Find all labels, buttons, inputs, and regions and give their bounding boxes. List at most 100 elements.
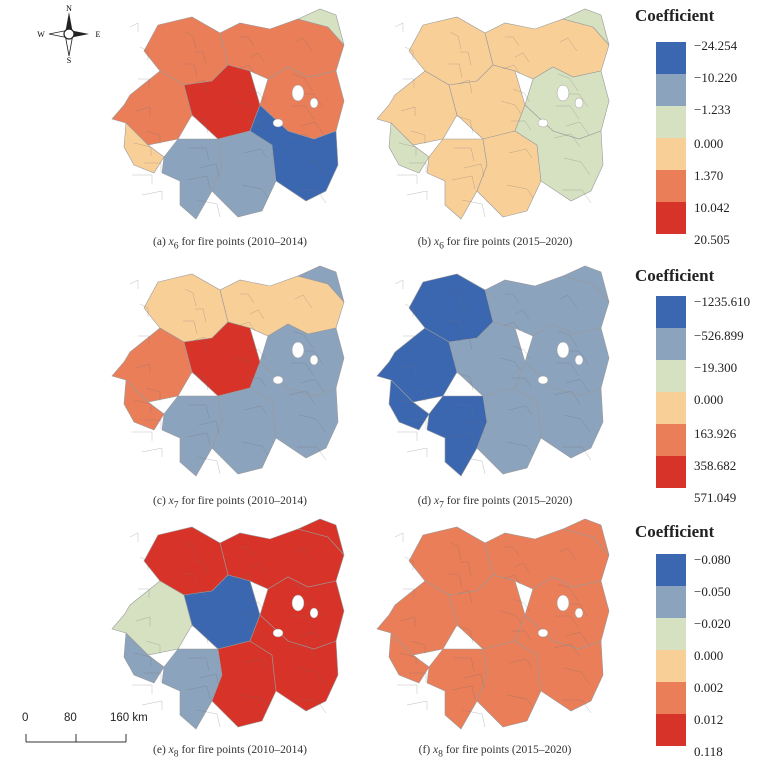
county-boundary bbox=[512, 88, 531, 103]
county-boundary bbox=[190, 625, 209, 644]
lake-area bbox=[574, 354, 584, 366]
county-boundary bbox=[563, 157, 591, 176]
region-far-west bbox=[388, 122, 430, 174]
county-boundary bbox=[500, 610, 522, 625]
choropleth-map bbox=[111, 265, 345, 477]
legend-swatch bbox=[656, 170, 686, 202]
compass-n: N bbox=[66, 4, 72, 13]
county-boundary bbox=[294, 294, 313, 309]
county-boundary bbox=[403, 588, 415, 598]
county-boundary bbox=[398, 399, 417, 413]
county-boundary bbox=[565, 378, 590, 393]
lake-area bbox=[556, 341, 570, 359]
county-boundary bbox=[502, 321, 521, 332]
county-boundary bbox=[400, 106, 416, 116]
county-boundary bbox=[449, 541, 462, 560]
region-south bbox=[211, 130, 277, 218]
county-boundary bbox=[506, 694, 534, 709]
region-far-west bbox=[388, 379, 430, 431]
county-boundary bbox=[144, 419, 162, 429]
county-boundary bbox=[189, 147, 210, 162]
county-boundary bbox=[508, 658, 533, 669]
region-south bbox=[211, 640, 277, 728]
legend-label: 0.002 bbox=[694, 680, 724, 695]
lake-area bbox=[537, 375, 549, 385]
choropleth-map bbox=[111, 8, 345, 220]
county-boundary bbox=[195, 308, 207, 323]
caption-a: (a) x6 for fire points (2010–2014) bbox=[153, 236, 307, 252]
county-boundary bbox=[297, 446, 327, 461]
county-boundary bbox=[145, 640, 161, 654]
county-boundary bbox=[409, 419, 427, 429]
county-boundary bbox=[292, 583, 314, 602]
county-boundary bbox=[144, 162, 162, 172]
legend-swatch bbox=[656, 360, 686, 392]
legend-colorbar bbox=[656, 42, 686, 234]
county-boundary bbox=[506, 184, 534, 199]
county-boundary bbox=[451, 685, 476, 700]
county-boundary bbox=[449, 288, 462, 307]
lake-area bbox=[272, 118, 284, 128]
compass-w: W bbox=[37, 30, 45, 39]
region-south bbox=[476, 130, 542, 218]
county-boundary bbox=[141, 447, 163, 457]
county-boundary bbox=[133, 652, 152, 666]
legend-swatch bbox=[656, 618, 686, 650]
county-boundary bbox=[303, 93, 324, 108]
legend-label: 571.049 bbox=[694, 490, 737, 505]
county-boundary bbox=[132, 431, 153, 441]
county-boundary bbox=[192, 589, 208, 604]
county-boundary bbox=[298, 157, 326, 176]
county-boundary bbox=[237, 64, 256, 75]
lake-area bbox=[309, 97, 319, 109]
county-boundary bbox=[512, 345, 531, 360]
county-boundary bbox=[461, 709, 486, 728]
county-boundary bbox=[198, 673, 220, 688]
region-west bbox=[111, 580, 193, 656]
county-boundary bbox=[506, 441, 534, 456]
legend-label: 358.682 bbox=[694, 458, 737, 473]
legend-2: Coefficient −1235.610 −526.899 −19.300 0… bbox=[630, 266, 778, 506]
legend-label: 0.118 bbox=[694, 744, 723, 759]
county-boundary bbox=[291, 105, 315, 120]
county-boundary bbox=[241, 694, 269, 709]
map-b bbox=[360, 5, 630, 230]
scale-tick-160: 160 km bbox=[110, 712, 148, 724]
county-boundary bbox=[243, 405, 268, 416]
legend-label: −0.080 bbox=[694, 552, 731, 567]
county-boundary bbox=[403, 78, 415, 88]
county-boundary bbox=[394, 532, 404, 542]
county-boundary bbox=[300, 121, 325, 136]
legend-title: Coefficient bbox=[635, 6, 715, 25]
caption-c: (c) x7 for fire points (2010–2014) bbox=[153, 495, 307, 511]
county-boundary bbox=[457, 589, 473, 604]
county-boundary bbox=[139, 46, 149, 60]
legend-label: 20.505 bbox=[694, 232, 730, 247]
lake-area bbox=[537, 118, 549, 128]
county-boundary bbox=[247, 88, 266, 103]
county-boundary bbox=[184, 31, 197, 50]
county-boundary bbox=[568, 350, 589, 365]
county-boundary bbox=[559, 547, 578, 562]
county-boundary bbox=[133, 399, 152, 413]
legend-label: −24.254 bbox=[694, 38, 738, 53]
region-far-west bbox=[123, 379, 165, 431]
county-boundary bbox=[237, 574, 256, 585]
legend-label: 1.370 bbox=[694, 168, 724, 183]
county-boundary bbox=[186, 175, 211, 190]
county-boundary bbox=[294, 547, 313, 562]
compass-e: E bbox=[96, 30, 101, 39]
county-boundary bbox=[556, 105, 580, 120]
county-boundary bbox=[404, 303, 414, 317]
county-boundary bbox=[461, 456, 486, 475]
county-boundary bbox=[461, 199, 486, 218]
lake-area bbox=[291, 594, 305, 612]
choropleth-map bbox=[111, 518, 345, 730]
county-boundary bbox=[292, 330, 314, 349]
county-boundary bbox=[400, 363, 416, 373]
county-boundary bbox=[246, 120, 267, 131]
legend-swatch bbox=[656, 202, 686, 234]
legend-3: Coefficient −0.080 −0.050 −0.020 0.000 0… bbox=[630, 522, 778, 762]
region-far-west bbox=[123, 122, 165, 174]
map-f bbox=[360, 515, 630, 740]
